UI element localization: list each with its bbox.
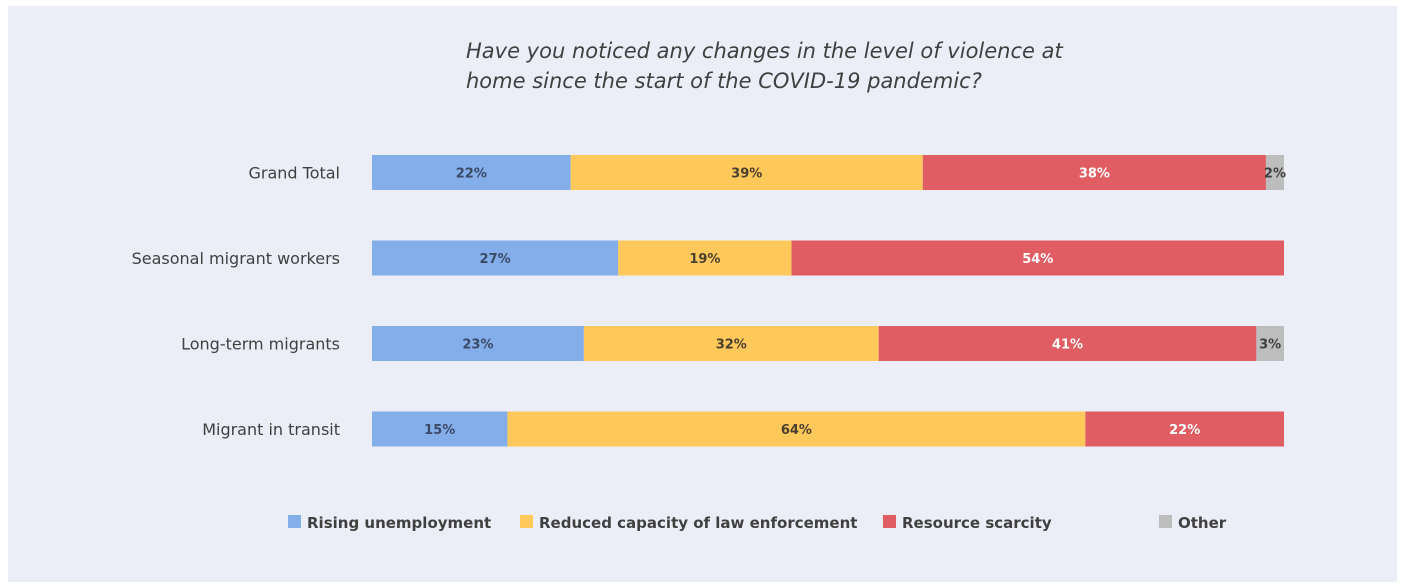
bar-segment-other-long-term-migrants xyxy=(1256,326,1284,361)
bar-value-label-rising-unemployment-migrant-in-transit: 15% xyxy=(424,423,455,438)
bar-value-label-reduced-capacity-of-law-enforcement-grand-total: 39% xyxy=(731,167,762,182)
bar-segment-rising-unemployment-migrant-in-transit xyxy=(372,411,508,447)
bar-segment-resource-scarcity-long-term-migrants xyxy=(878,326,1257,361)
bar-segment-rising-unemployment-long-term-migrants xyxy=(372,326,584,361)
chart-title: Have you noticed any changes in the leve… xyxy=(466,39,1063,93)
legend-label-resource-scarcity: Resource scarcity xyxy=(902,514,1052,532)
legend-swatch-reduced-capacity-of-law-enforcement xyxy=(520,515,533,528)
bar-segment-resource-scarcity-seasonal-migrant-workers xyxy=(791,240,1284,276)
bar-value-label-other-grand-total: 2% xyxy=(1264,167,1286,182)
bar-value-label-rising-unemployment-grand-total: 22% xyxy=(456,167,487,182)
legend-label-rising-unemployment: Rising unemployment xyxy=(307,514,491,532)
bar-segment-reduced-capacity-of-law-enforcement-long-term-migrants xyxy=(583,326,879,361)
chart-panel: Have you noticed any changes in the leve… xyxy=(8,6,1397,582)
category-label-seasonal-migrant-workers: Seasonal migrant workers xyxy=(132,249,340,268)
category-label-grand-total: Grand Total xyxy=(248,164,340,183)
legend-swatch-resource-scarcity xyxy=(883,515,896,528)
bar-segment-reduced-capacity-of-law-enforcement-grand-total xyxy=(570,155,923,190)
legend-swatch-other xyxy=(1159,515,1172,528)
bar-segment-rising-unemployment-seasonal-migrant-workers xyxy=(372,240,619,276)
bar-value-label-reduced-capacity-of-law-enforcement-seasonal-migrant-workers: 19% xyxy=(689,252,720,267)
bar-value-label-rising-unemployment-seasonal-migrant-workers: 27% xyxy=(480,252,511,267)
bar-value-label-rising-unemployment-long-term-migrants: 23% xyxy=(462,338,493,353)
category-label-migrant-in-transit: Migrant in transit xyxy=(202,420,340,439)
bar-segment-other-grand-total xyxy=(1265,155,1284,190)
legend-label-other: Other xyxy=(1178,514,1227,532)
bar-segment-resource-scarcity-grand-total xyxy=(922,155,1266,190)
bar-segment-reduced-capacity-of-law-enforcement-migrant-in-transit xyxy=(507,411,1086,447)
bar-value-label-reduced-capacity-of-law-enforcement-migrant-in-transit: 64% xyxy=(781,423,812,438)
bar-value-label-resource-scarcity-seasonal-migrant-workers: 54% xyxy=(1022,252,1053,267)
bar-value-label-resource-scarcity-grand-total: 38% xyxy=(1079,167,1110,182)
legend-swatch-rising-unemployment xyxy=(288,515,301,528)
bar-segment-rising-unemployment-grand-total xyxy=(372,155,571,190)
bar-value-label-resource-scarcity-long-term-migrants: 41% xyxy=(1052,338,1083,353)
stacked-bar-chart: Grand Total 22% 39% 38% 2% Seasonal migrant w… xyxy=(132,155,1286,532)
legend-label-reduced-capacity-of-law-enforcement: Reduced capacity of law enforcement xyxy=(539,514,857,532)
bar-value-label-reduced-capacity-of-law-enforcement-long-term-migrants: 32% xyxy=(716,338,747,353)
bar-value-label-other-long-term-migrants: 3% xyxy=(1259,338,1281,353)
bar-value-label-resource-scarcity-migrant-in-transit: 22% xyxy=(1169,423,1200,438)
category-label-long-term-migrants: Long-term migrants xyxy=(181,335,340,354)
bar-segment-resource-scarcity-migrant-in-transit xyxy=(1085,411,1284,447)
bar-segment-reduced-capacity-of-law-enforcement-seasonal-migrant-workers xyxy=(618,240,792,276)
